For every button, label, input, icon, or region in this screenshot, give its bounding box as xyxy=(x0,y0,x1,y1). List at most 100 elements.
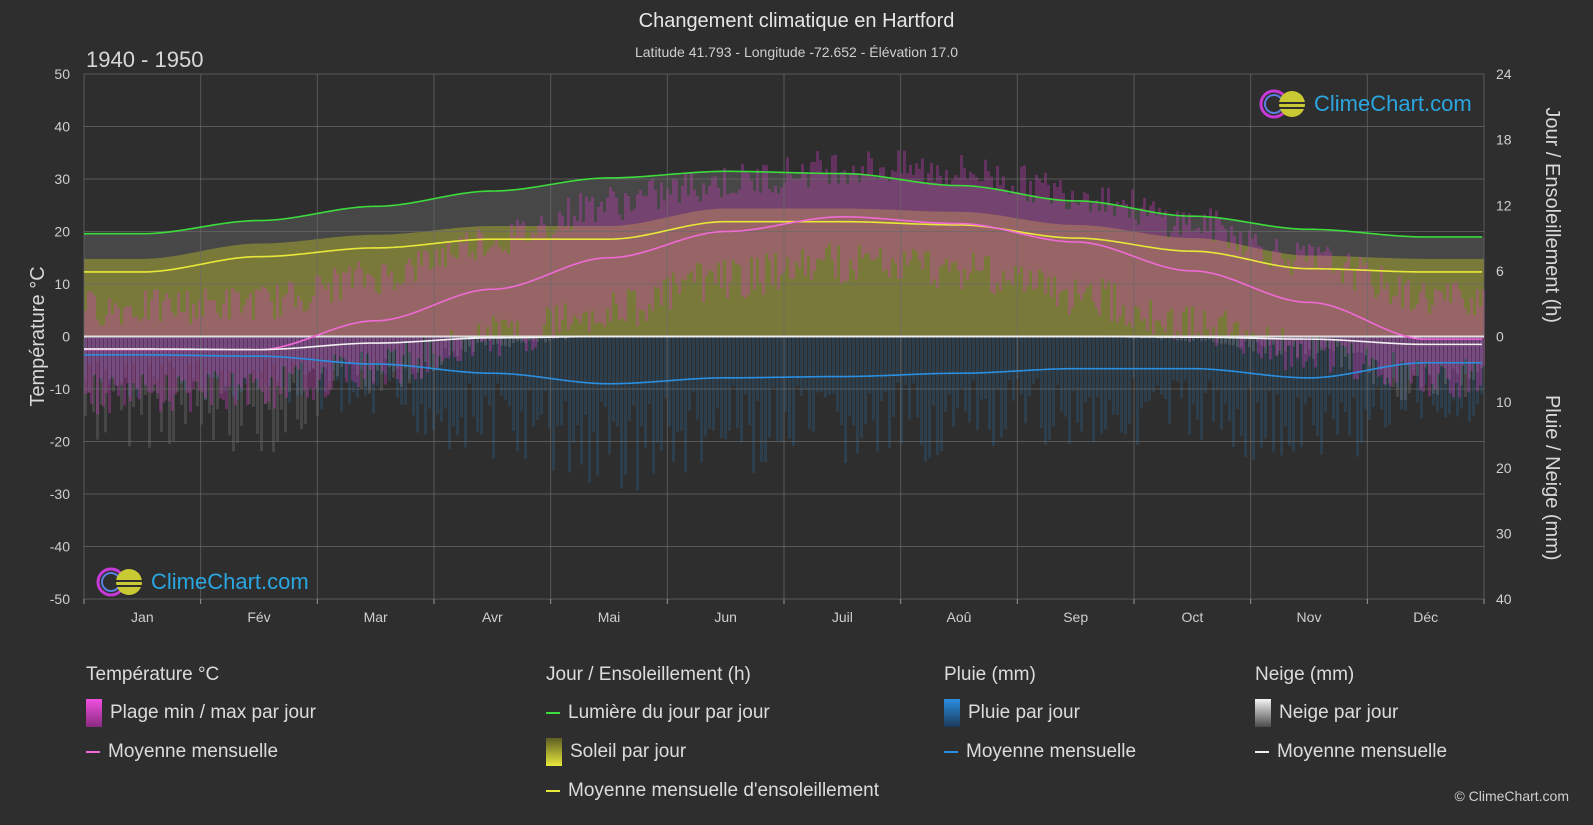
y-left-axis-title: Température °C xyxy=(27,266,49,406)
temp-range-bar xyxy=(306,309,309,398)
y-right-hours-axis-title: Jour / Ensoleillement (h) xyxy=(1541,107,1563,323)
temp-range-bar xyxy=(732,192,735,261)
temp-range-bar xyxy=(390,270,393,353)
temp-range-bar xyxy=(828,183,831,244)
snow-daily-bar xyxy=(268,336,271,410)
temp-range-bar xyxy=(1149,205,1152,301)
temp-range-bar xyxy=(954,175,957,262)
temp-range-bar xyxy=(1407,279,1410,366)
temp-range-bar xyxy=(594,222,597,324)
snow-daily-bar xyxy=(436,336,439,371)
brand-logo-bottom[interactable]: ClimeChart.com xyxy=(95,566,309,598)
temp-range-bar xyxy=(471,252,474,356)
chart-title: Changement climatique en Hartford xyxy=(638,10,955,32)
temp-range-bar xyxy=(585,196,588,312)
temp-range-bar xyxy=(111,314,114,378)
temp-range-bar xyxy=(156,289,159,394)
brand-logo-top[interactable]: ClimeChart.com xyxy=(1258,88,1472,120)
temp-range-bar xyxy=(159,321,162,412)
temp-range-bar xyxy=(1152,201,1155,335)
rain-daily-bar xyxy=(1448,336,1451,415)
snow-daily-bar xyxy=(408,336,411,384)
rain-daily-bar xyxy=(768,336,771,438)
temp-range-bar xyxy=(1284,266,1287,371)
rain-daily-bar xyxy=(208,336,211,378)
rain-daily-bar xyxy=(456,336,459,436)
temp-range-bar xyxy=(1011,185,1014,286)
snow-daily-bar xyxy=(1476,336,1479,373)
climechart-logo-icon xyxy=(1258,88,1310,120)
snow-daily-bar xyxy=(188,336,191,392)
temp-range-bar xyxy=(1392,296,1395,353)
temp-range-bar xyxy=(249,293,252,374)
rain-daily-bar xyxy=(1156,336,1159,386)
snow-daily-bar xyxy=(1380,336,1383,370)
temp-range-bar xyxy=(1323,251,1326,351)
rain-daily-bar xyxy=(732,336,735,387)
rain-daily-bar xyxy=(340,336,343,413)
rain-daily-bar xyxy=(644,336,647,448)
temp-range-bar xyxy=(1086,193,1089,288)
temp-range-bar xyxy=(477,229,480,325)
temp-range-bar xyxy=(1182,212,1185,313)
temp-range-bar xyxy=(1464,308,1467,360)
x-tick-label: Avr xyxy=(482,609,503,625)
temp-range-bar xyxy=(198,299,201,391)
snow-daily-bar xyxy=(1228,336,1231,345)
snow-daily-bar xyxy=(548,336,551,341)
temp-range-bar xyxy=(357,261,360,388)
rain-daily-bar xyxy=(664,336,667,399)
legend-temperature: Température °C Plage min / max par jour … xyxy=(86,664,316,780)
temp-range-bar xyxy=(1389,303,1392,387)
temp-range-bar xyxy=(648,181,651,305)
snow-daily-bar xyxy=(376,336,379,371)
temp-range-bar xyxy=(1332,272,1335,367)
rain-daily-bar xyxy=(576,336,579,426)
rain-daily-bar xyxy=(1220,336,1223,430)
temp-range-bar xyxy=(1224,228,1227,312)
temp-range-bar xyxy=(1008,194,1011,281)
rain-daily-bar xyxy=(1380,336,1383,410)
snow-daily-bar xyxy=(564,336,567,340)
temp-range-bar xyxy=(999,185,1002,291)
temp-range-bar xyxy=(801,164,804,250)
temp-range-bar xyxy=(1341,283,1344,346)
temp-range-bar xyxy=(654,190,657,287)
rain-daily-bar xyxy=(1136,336,1139,446)
rain-daily-bar xyxy=(1208,336,1211,381)
snow-daily-bar xyxy=(1188,336,1191,343)
rain-daily-bar xyxy=(652,336,655,474)
rain-daily-bar xyxy=(616,336,619,427)
rain-daily-bar xyxy=(220,336,223,371)
snow-daily-bar xyxy=(1368,336,1371,373)
temp-range-bar xyxy=(1020,166,1023,267)
legend-label: Moyenne mensuelle d'ensoleillement xyxy=(568,780,879,801)
rain-daily-bar xyxy=(416,336,419,433)
rain-daily-bar xyxy=(528,336,531,391)
temp-range-bar xyxy=(969,171,972,273)
rain-daily-bar xyxy=(660,336,663,451)
temp-range-bar xyxy=(186,291,189,394)
temp-range-bar xyxy=(543,224,546,325)
rain-daily-bar xyxy=(512,336,515,432)
rain-daily-bar xyxy=(368,336,371,390)
temp-range-bar xyxy=(777,193,780,290)
rain-daily-bar xyxy=(320,336,323,410)
temp-range-bar xyxy=(1014,193,1017,266)
rain-daily-bar xyxy=(832,336,835,394)
rain-daily-bar xyxy=(1272,336,1275,453)
snow-daily-bar xyxy=(1464,336,1467,397)
rain-daily-bar xyxy=(968,336,971,423)
temp-range-bar xyxy=(1338,268,1341,343)
temp-range-bar xyxy=(723,167,726,261)
snow-daily-bar xyxy=(468,336,471,347)
rain-daily-bar xyxy=(936,336,939,455)
rain-daily-bar xyxy=(360,336,363,370)
rain-daily-bar xyxy=(724,336,727,440)
temp-range-bar xyxy=(1443,299,1446,368)
temp-range-bar xyxy=(441,248,444,361)
rain-daily-bar xyxy=(100,336,103,383)
rain-daily-bar xyxy=(800,336,803,396)
temp-range-bar xyxy=(1329,251,1332,373)
legend-item-temp-mean: Moyenne mensuelle xyxy=(86,741,316,763)
